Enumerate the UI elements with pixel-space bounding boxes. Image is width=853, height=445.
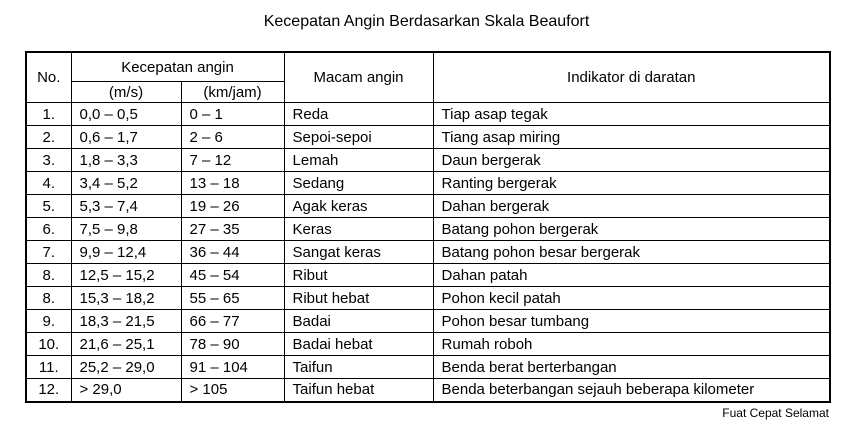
cell-indikator: Benda berat berterbangan bbox=[432, 355, 831, 379]
cell-kmjam: 78 – 90 bbox=[180, 332, 285, 356]
cell-indikator: Batang pohon bergerak bbox=[432, 217, 831, 241]
cell-kmjam: 66 – 77 bbox=[180, 309, 285, 333]
cell-kmjam: 55 – 65 bbox=[180, 286, 285, 310]
footer-credit: Fuat Cepat Selamat bbox=[722, 405, 829, 420]
cell-kmjam: 91 – 104 bbox=[180, 355, 285, 379]
col-header-indicator: Indikator di daratan bbox=[432, 51, 831, 103]
cell-ms: 25,2 – 29,0 bbox=[70, 355, 182, 379]
table-row: 2. 0,6 – 1,7 2 – 6 Sepoi-sepoi Tiang asap mi… bbox=[25, 125, 831, 149]
cell-ms: 3,4 – 5,2 bbox=[70, 171, 182, 195]
cell-indikator: Ranting bergerak bbox=[432, 171, 831, 195]
cell-indikator: Benda beterbangan sejauh beberapa kilome… bbox=[432, 378, 831, 402]
cell-macam: Badai bbox=[283, 309, 434, 333]
cell-no: 7. bbox=[25, 240, 72, 264]
col-header-kmjam: (km/jam) bbox=[180, 81, 285, 103]
cell-macam: Reda bbox=[283, 102, 434, 126]
cell-kmjam: 13 – 18 bbox=[180, 171, 285, 195]
table-row: 8. 12,5 – 15,2 45 – 54 Ribut Dahan patah bbox=[25, 263, 831, 287]
cell-macam: Sedang bbox=[283, 171, 434, 195]
cell-ms: 12,5 – 15,2 bbox=[70, 263, 182, 287]
table-row: 4. 3,4 – 5,2 13 – 18 Sedang Ranting bergerak bbox=[25, 171, 831, 195]
header-row-1: No. Kecepatan angin Macam angin Indikato… bbox=[25, 51, 831, 103]
table-row: 6. 7,5 – 9,8 27 – 35 Keras Batang pohon berg… bbox=[25, 217, 831, 241]
cell-no: 8. bbox=[25, 263, 72, 287]
cell-kmjam: 27 – 35 bbox=[180, 217, 285, 241]
cell-macam: Badai hebat bbox=[283, 332, 434, 356]
cell-macam: Agak keras bbox=[283, 194, 434, 218]
table-row: 10. 21,6 – 25,1 78 – 90 Badai hebat Rumah ro… bbox=[25, 332, 831, 356]
table-row: 11. 25,2 – 29,0 91 – 104 Taifun Benda berat … bbox=[25, 355, 831, 379]
col-header-wind-type: Macam angin bbox=[283, 51, 434, 103]
cell-ms: 15,3 – 18,2 bbox=[70, 286, 182, 310]
table-row: 12. > 29,0 > 105 Taifun hebat Benda beterban… bbox=[25, 378, 831, 402]
cell-no: 5. bbox=[25, 194, 72, 218]
cell-indikator: Pohon besar tumbang bbox=[432, 309, 831, 333]
cell-no: 10. bbox=[25, 332, 72, 356]
cell-no: 11. bbox=[25, 355, 72, 379]
cell-indikator: Rumah roboh bbox=[432, 332, 831, 356]
col-header-ms: (m/s) bbox=[70, 81, 182, 103]
cell-indikator: Pohon kecil patah bbox=[432, 286, 831, 310]
cell-no: 8. bbox=[25, 286, 72, 310]
cell-kmjam: 36 – 44 bbox=[180, 240, 285, 264]
cell-no: 2. bbox=[25, 125, 72, 149]
cell-no: 1. bbox=[25, 102, 72, 126]
page-title: Kecepatan Angin Berdasarkan Skala Beaufo… bbox=[263, 13, 590, 30]
cell-ms: 7,5 – 9,8 bbox=[70, 217, 182, 241]
cell-indikator: Tiang asap miring bbox=[432, 125, 831, 149]
cell-kmjam: 7 – 12 bbox=[180, 148, 285, 172]
cell-kmjam: 0 – 1 bbox=[180, 102, 285, 126]
cell-ms: 9,9 – 12,4 bbox=[70, 240, 182, 264]
cell-macam: Lemah bbox=[283, 148, 434, 172]
cell-macam: Taifun hebat bbox=[283, 378, 434, 402]
cell-macam: Ribut hebat bbox=[283, 286, 434, 310]
table-row: 8. 15,3 – 18,2 55 – 65 Ribut hebat Pohon kec… bbox=[25, 286, 831, 310]
cell-macam: Keras bbox=[283, 217, 434, 241]
cell-indikator: Batang pohon besar bergerak bbox=[432, 240, 831, 264]
cell-ms: 0,0 – 0,5 bbox=[70, 102, 182, 126]
cell-macam: Sangat keras bbox=[283, 240, 434, 264]
col-header-speed-group: Kecepatan angin bbox=[70, 51, 285, 82]
cell-macam: Sepoi-sepoi bbox=[283, 125, 434, 149]
cell-ms: 21,6 – 25,1 bbox=[70, 332, 182, 356]
cell-kmjam: 2 – 6 bbox=[180, 125, 285, 149]
cell-indikator: Dahan patah bbox=[432, 263, 831, 287]
cell-ms: > 29,0 bbox=[70, 378, 182, 402]
cell-ms: 5,3 – 7,4 bbox=[70, 194, 182, 218]
cell-macam: Taifun bbox=[283, 355, 434, 379]
table-row: 9. 18,3 – 21,5 66 – 77 Badai Pohon besar tum… bbox=[25, 309, 831, 333]
cell-indikator: Dahan bergerak bbox=[432, 194, 831, 218]
cell-ms: 0,6 – 1,7 bbox=[70, 125, 182, 149]
table-header: No. Kecepatan angin Macam angin Indikato… bbox=[25, 51, 831, 103]
beaufort-table: No. Kecepatan angin Macam angin Indikato… bbox=[25, 51, 832, 403]
cell-indikator: Daun bergerak bbox=[432, 148, 831, 172]
cell-no: 4. bbox=[25, 171, 72, 195]
col-header-no: No. bbox=[25, 51, 72, 103]
cell-kmjam: > 105 bbox=[180, 378, 285, 402]
table-row: 7. 9,9 – 12,4 36 – 44 Sangat keras Batang po… bbox=[25, 240, 831, 264]
cell-ms: 1,8 – 3,3 bbox=[70, 148, 182, 172]
table-row: 5. 5,3 – 7,4 19 – 26 Agak keras Dahan berger… bbox=[25, 194, 831, 218]
cell-ms: 18,3 – 21,5 bbox=[70, 309, 182, 333]
cell-no: 9. bbox=[25, 309, 72, 333]
cell-macam: Ribut bbox=[283, 263, 434, 287]
cell-kmjam: 45 – 54 bbox=[180, 263, 285, 287]
table-row: 1. 0,0 – 0,5 0 – 1 Reda Tiap asap tegak bbox=[25, 102, 831, 126]
cell-no: 6. bbox=[25, 217, 72, 241]
table-body: 1. 0,0 – 0,5 0 – 1 Reda Tiap asap tegak 2. 0,6… bbox=[25, 102, 831, 402]
cell-kmjam: 19 – 26 bbox=[180, 194, 285, 218]
table-row: 3. 1,8 – 3,3 7 – 12 Lemah Daun bergerak bbox=[25, 148, 831, 172]
cell-indikator: Tiap asap tegak bbox=[432, 102, 831, 126]
cell-no: 3. bbox=[25, 148, 72, 172]
cell-no: 12. bbox=[25, 378, 72, 402]
